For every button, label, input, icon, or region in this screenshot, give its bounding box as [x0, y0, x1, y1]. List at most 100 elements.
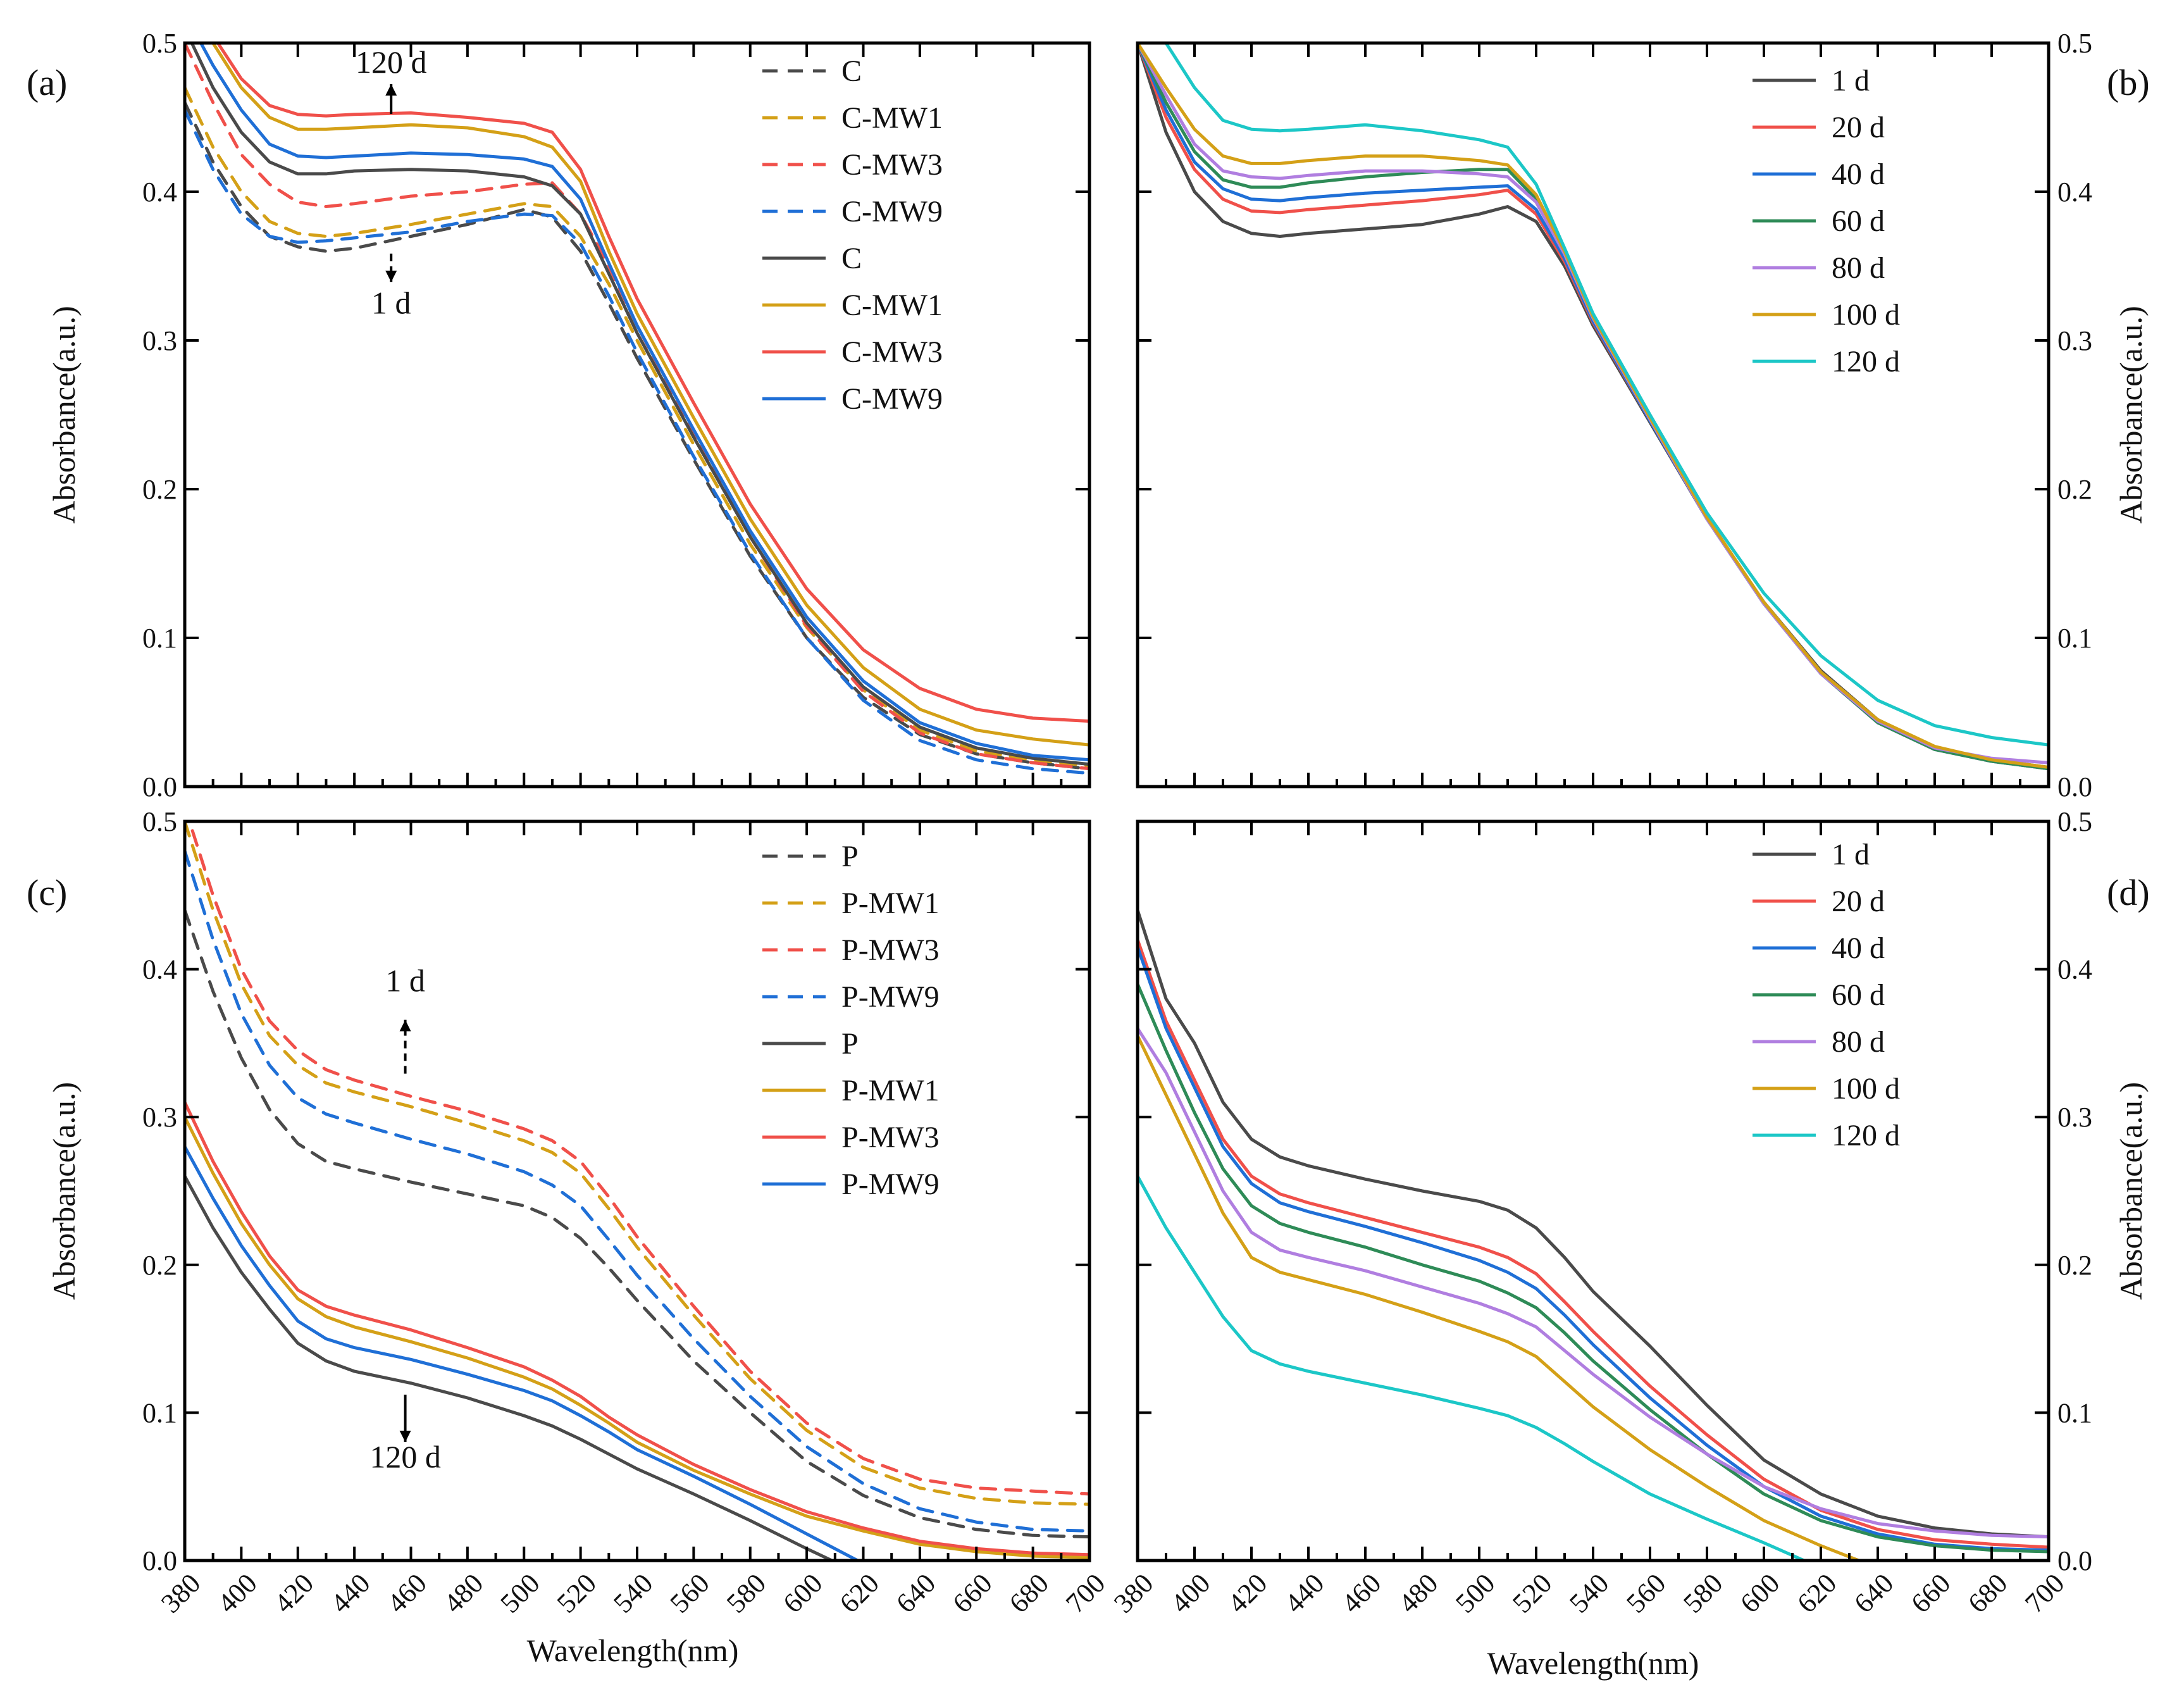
y-tick-label: 0.1	[2057, 623, 2092, 654]
x-tick-label: 500	[1449, 1567, 1501, 1619]
annotation-arrowhead	[385, 84, 397, 96]
series-line-p-solid	[185, 1174, 836, 1561]
series-line-20-d-solid	[1138, 43, 2049, 771]
legend: C C-MW1 C-MW3 C-MW9 C C-MW1 C-MW3 C-MW9	[762, 54, 943, 416]
y-tick-label: 0.4	[142, 954, 177, 985]
x-tick-label: 420	[1222, 1567, 1273, 1619]
x-tick-label: 480	[1393, 1567, 1444, 1619]
series-line-40-d-solid	[1138, 945, 2049, 1552]
y-tick-label: 0.5	[142, 28, 177, 59]
legend-label: 80 d	[1832, 251, 1885, 285]
x-tick-label: 580	[721, 1567, 772, 1619]
x-tick-label: 640	[890, 1567, 941, 1619]
x-tick-label: 620	[834, 1567, 885, 1619]
legend-label: 20 d	[1832, 885, 1885, 918]
x-tick-label: 700	[1060, 1567, 1111, 1619]
x-tick-label: 500	[494, 1567, 545, 1619]
series-line-1-d-solid	[1138, 908, 2049, 1539]
series-line-p-dashed	[185, 908, 1089, 1539]
panel-label: (b)	[2107, 62, 2150, 103]
panel-a: 0.0 0.1 0.2 0.3 0.4 0.5 Absorbance(a.u.) (a) C C-…	[27, 28, 1091, 802]
series-line-100-d-solid	[1138, 1034, 1863, 1561]
annotation-arrowhead	[385, 270, 397, 282]
annotation-arrowhead	[399, 1430, 411, 1442]
y-tick-label: 0.1	[2057, 1397, 2092, 1428]
series-line-60-d-solid	[1138, 982, 2049, 1554]
y-tick-label: 0.2	[142, 474, 177, 505]
panel-d: 380 400 420 440 460 480 500 520 540 560 580 600 620 6…	[1108, 806, 2150, 1619]
y-tick-label: 0.0	[142, 771, 177, 802]
series-line-40-d-solid	[1138, 43, 2049, 771]
series-line-p-mw9-solid	[185, 1145, 861, 1561]
y-tick-label: 0.5	[2057, 806, 2092, 837]
legend-label: 60 d	[1832, 204, 1885, 238]
y-axis-title: Absorbance(a.u.)	[46, 1082, 82, 1300]
x-tick-label: 600	[777, 1567, 828, 1619]
legend-label: C-MW3	[841, 148, 943, 182]
legend-label: P-MW3	[841, 1121, 940, 1154]
legend-label: 40 d	[1832, 158, 1885, 191]
y-tick-label: 0.3	[142, 325, 177, 356]
series-line-c-mw3-dashed	[185, 43, 1089, 771]
legend-label: P-MW1	[841, 1074, 940, 1107]
y-tick-label: 0.4	[2057, 177, 2092, 208]
legend-label: C-MW9	[841, 195, 943, 228]
legend-label: C	[841, 54, 862, 88]
x-tick-label: 600	[1734, 1567, 1785, 1619]
x-tick-label: 400	[211, 1567, 263, 1619]
x-tick-label: 560	[664, 1567, 715, 1619]
legend-label: P-MW9	[841, 1168, 940, 1201]
y-tick-label: 0.2	[2057, 1250, 2092, 1281]
annotation-label: 120 d	[356, 44, 427, 80]
y-axis-title: Absorbance(a.u.)	[2113, 306, 2149, 523]
series-line-p-mw3-dashed	[187, 821, 1089, 1496]
y-tick-label: 0.2	[142, 1250, 177, 1281]
series-line-c-mw3-solid	[216, 43, 1089, 723]
legend-label: P-MW3	[841, 933, 940, 967]
x-tick-label: 400	[1165, 1567, 1216, 1619]
x-tick-label: 440	[325, 1567, 376, 1619]
x-tick-label: 640	[1848, 1567, 1899, 1619]
legend: P P-MW1 P-MW3 P-MW9 P P-MW1 P-MW3 P-MW9	[762, 840, 940, 1201]
y-tick-label: 0.1	[142, 623, 177, 654]
series-line-c-dashed	[185, 101, 1089, 771]
legend-label: 120 d	[1832, 345, 1900, 378]
series-line-c-mw1-dashed	[185, 86, 1089, 768]
series-line-c-solid	[190, 43, 1089, 766]
y-tick-label: 0.0	[2057, 1545, 2092, 1576]
panel-b: 0.0 0.1 0.2 0.3 0.4 0.5 Absorbance(a.u.) (b) 1 d…	[1136, 28, 2150, 802]
y-tick-label: 0.0	[142, 1545, 177, 1576]
panel-label: (d)	[2107, 872, 2150, 913]
x-tick-label: 680	[1962, 1567, 2013, 1619]
series-line-80-d-solid	[1138, 43, 2049, 764]
y-tick-label: 0.1	[142, 1397, 177, 1428]
x-tick-label: 480	[438, 1567, 489, 1619]
legend-label: 1 d	[1832, 838, 1870, 871]
x-tick-label: 620	[1791, 1567, 1842, 1619]
series-line-60-d-solid	[1138, 43, 2049, 771]
plot-area	[1138, 43, 2049, 771]
series-line-c-mw1-solid	[211, 43, 1089, 747]
x-tick-label: 660	[946, 1567, 998, 1619]
x-tick-label: 540	[607, 1567, 659, 1619]
legend-label: P	[841, 840, 859, 873]
legend: 1 d 20 d 40 d 60 d 80 d 100 d 120 d	[1753, 838, 1900, 1152]
x-tick-label: 540	[1563, 1567, 1615, 1619]
x-tick-label: 460	[1336, 1567, 1387, 1619]
legend-label: P-MW9	[841, 980, 940, 1014]
legend-label: P-MW1	[841, 887, 940, 920]
series-line-p-mw3-solid	[185, 1100, 1089, 1557]
legend-label: C-MW1	[841, 101, 943, 135]
x-tick-label: 580	[1677, 1567, 1728, 1619]
y-tick-label: 0.0	[2057, 771, 2092, 802]
y-tick-label: 0.4	[142, 177, 177, 208]
x-tick-label: 560	[1620, 1567, 1672, 1619]
plot-frame	[1136, 41, 2051, 788]
legend-label: 20 d	[1832, 111, 1885, 144]
series-line-c-mw9-solid	[199, 43, 1089, 762]
panel-c: 380 400 420 440 460 480 500 520 540 560 580 600 620 6…	[27, 806, 1111, 1619]
series-line-p-mw1-solid	[185, 1115, 1089, 1559]
series-line-100-d-solid	[1138, 43, 2049, 769]
y-tick-label: 0.3	[2057, 325, 2092, 356]
